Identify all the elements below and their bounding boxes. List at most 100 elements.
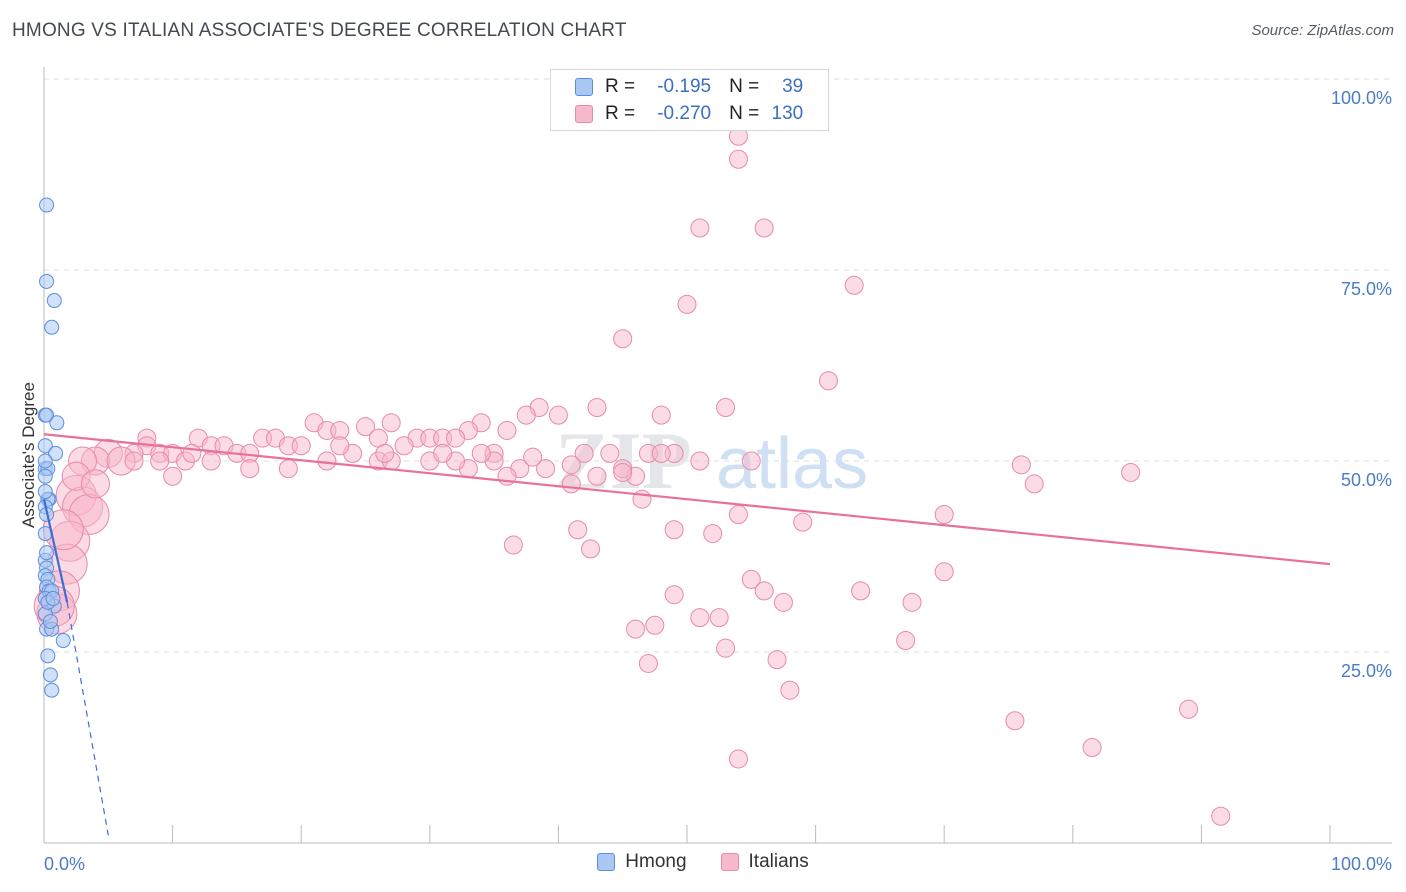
hmong-point <box>37 438 53 454</box>
hmong-point <box>49 415 65 431</box>
italians-point <box>330 436 350 456</box>
italians-point <box>651 405 671 425</box>
y-tick-label: 25.0% <box>1341 661 1392 681</box>
italians-point <box>728 749 748 769</box>
italians-point <box>446 428 466 448</box>
y-tick-labels: 100.0% 75.0% 50.0% 25.0% <box>1331 88 1392 681</box>
italians-point <box>201 451 221 471</box>
italians-point <box>626 619 646 639</box>
italians-point <box>561 474 581 494</box>
italians-point <box>754 218 774 238</box>
italians-point <box>728 504 748 524</box>
x-tick-label: 100.0% <box>1331 854 1392 874</box>
hmong-point <box>42 613 58 629</box>
italians-point <box>703 524 723 544</box>
italians-point <box>844 275 864 295</box>
italians-point <box>317 451 337 471</box>
legend-row-hmong: R = -0.195 N = 39 <box>575 74 803 100</box>
italians-point <box>600 443 620 463</box>
y-axis-label: Associate's Degree <box>19 382 38 528</box>
italians-point <box>523 447 543 467</box>
italians-point <box>851 581 871 601</box>
italians-point <box>664 520 684 540</box>
italians-point <box>677 294 697 314</box>
italians-point <box>664 585 684 605</box>
italians-point <box>574 443 594 463</box>
italians-point <box>690 608 710 628</box>
italians-point <box>690 451 710 471</box>
italians-point <box>690 218 710 238</box>
italians-point <box>394 436 414 456</box>
hmong-point <box>44 319 60 335</box>
italians-point <box>1005 711 1025 731</box>
italians-point <box>709 608 729 628</box>
italians-point <box>613 462 633 482</box>
hmong-trend-extension <box>66 602 109 836</box>
italians-point <box>773 592 793 612</box>
italians-swatch <box>720 853 739 871</box>
hmong-point <box>46 293 62 309</box>
hmong-n-value: 39 <box>782 76 804 97</box>
grid-lines <box>44 78 1392 653</box>
hmong-point <box>45 591 61 607</box>
italians-point <box>780 680 800 700</box>
y-tick-label: 100.0% <box>1331 88 1392 108</box>
italians-point <box>896 631 916 651</box>
italians-point <box>381 413 401 433</box>
italians-point <box>767 650 787 670</box>
hmong-point <box>48 445 64 461</box>
legend-item-italians[interactable]: Italians <box>720 851 809 873</box>
italians-point <box>503 535 523 555</box>
legend-item-hmong[interactable]: Hmong <box>597 851 687 873</box>
r-label: R = <box>605 103 636 124</box>
italians-point <box>471 443 491 463</box>
italians-point <box>741 569 761 589</box>
x-tick-label: 0.0% <box>44 854 85 874</box>
italians-point <box>645 615 665 635</box>
italians-point <box>716 398 736 418</box>
italians-point <box>561 455 581 475</box>
hmong-swatch <box>597 853 616 871</box>
italians-trend-line <box>43 433 1331 566</box>
x-tick-labels: 0.0% 100.0% <box>44 854 1392 874</box>
italians-point <box>516 405 536 425</box>
italians-point <box>124 451 144 471</box>
italians-point <box>728 149 748 169</box>
hmong-point <box>55 633 71 649</box>
y-tick-label: 75.0% <box>1341 279 1392 299</box>
italians-point <box>902 592 922 612</box>
italians-point <box>1011 455 1031 475</box>
italians-point <box>934 504 954 524</box>
italians-point <box>291 436 311 456</box>
correlation-legend: R = -0.195 N = 39 R = -0.270 N = 130 <box>550 69 829 131</box>
italians-point <box>568 520 588 540</box>
hmong-swatch <box>575 78 593 96</box>
italians-point <box>934 562 954 582</box>
italians-point <box>375 443 395 463</box>
n-label: N = <box>729 103 760 124</box>
n-label: N = <box>729 76 760 97</box>
italians-point <box>1211 806 1231 826</box>
hmong-r-value: -0.195 <box>657 76 712 97</box>
italians-series <box>33 126 1231 826</box>
italians-point <box>278 459 298 479</box>
italians-point <box>638 653 658 673</box>
italians-point <box>150 451 170 471</box>
italians-point <box>548 405 568 425</box>
italians-swatch <box>575 105 593 123</box>
hmong-point <box>39 545 55 561</box>
source-label: Source: ZipAtlas.com <box>1251 22 1394 39</box>
italians-r-value: -0.270 <box>657 103 712 124</box>
italians-point <box>536 459 556 479</box>
series-legend: Hmong Italians <box>0 851 1406 873</box>
hmong-point <box>37 468 53 484</box>
italians-point <box>497 420 517 440</box>
italians-point <box>1179 699 1199 719</box>
hmong-point <box>37 484 53 500</box>
italians-point <box>581 539 601 559</box>
italians-point <box>818 371 838 391</box>
hmong-point <box>39 407 55 423</box>
italians-point <box>240 459 260 479</box>
hmong-trend-line <box>42 498 69 603</box>
